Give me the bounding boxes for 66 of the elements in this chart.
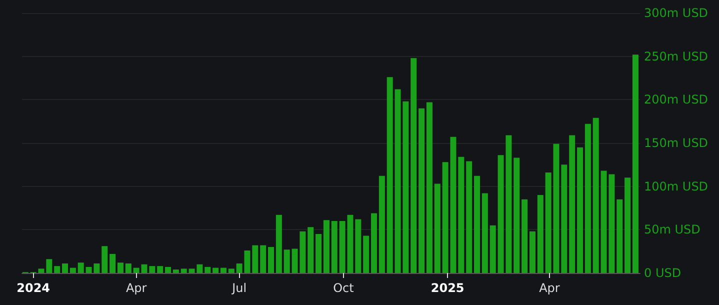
x-tick-label: 2025 [430, 281, 464, 295]
bar [624, 178, 631, 273]
bar [482, 193, 488, 273]
bar [316, 234, 322, 273]
bar [616, 199, 623, 273]
bar [632, 54, 638, 273]
bar [426, 102, 432, 273]
bar [149, 266, 156, 273]
y-tick-label: 100m USD [644, 179, 708, 194]
x-tick-label: Oct [333, 281, 354, 295]
bar [434, 184, 440, 273]
bar [490, 225, 496, 273]
y-tick-label: 250m USD [644, 49, 708, 64]
bar [212, 268, 219, 273]
bar [592, 118, 599, 273]
x-tick-label: 2024 [16, 281, 50, 295]
bar [102, 246, 108, 273]
bar [378, 176, 385, 273]
bar [180, 268, 187, 273]
bar [157, 266, 164, 273]
bar [522, 199, 528, 273]
bar [363, 236, 370, 273]
bar [220, 268, 226, 273]
bar [165, 266, 172, 273]
y-tick-label: 150m USD [644, 136, 708, 150]
bar [110, 254, 116, 273]
bar [172, 270, 179, 273]
bar [371, 213, 378, 273]
x-tick-label: Jul [231, 281, 247, 295]
bar [54, 266, 60, 273]
bar [204, 266, 211, 273]
bar [62, 263, 68, 273]
bar [458, 156, 464, 273]
bar [78, 262, 84, 273]
bar [284, 250, 290, 273]
bar [46, 259, 52, 273]
bar [561, 164, 568, 273]
bar [355, 219, 362, 273]
bar [125, 263, 132, 273]
bar [584, 124, 591, 273]
y-tick-label: 300m USD [644, 6, 708, 20]
bar [386, 77, 393, 273]
bar [268, 247, 274, 273]
bar [308, 227, 314, 273]
bar [410, 58, 417, 273]
bar [474, 176, 480, 273]
bar [418, 108, 425, 273]
y-tick-label: 50m USD [644, 222, 700, 237]
bar [70, 268, 76, 273]
bar [331, 221, 338, 273]
bar [252, 245, 258, 273]
bar [577, 147, 584, 273]
bar [276, 214, 282, 273]
bar [529, 231, 536, 273]
bar [514, 158, 520, 273]
bar [466, 161, 472, 273]
y-tick-label: 0 USD [644, 266, 682, 280]
bar [117, 262, 124, 273]
x-tick-label: Apr [126, 281, 147, 295]
x-tick-label: Apr [539, 281, 560, 295]
bar [569, 135, 576, 273]
y-tick-label: 200m USD [644, 92, 708, 107]
bar [323, 220, 330, 273]
bar [228, 268, 234, 273]
bar [260, 245, 266, 273]
bar [537, 195, 544, 273]
